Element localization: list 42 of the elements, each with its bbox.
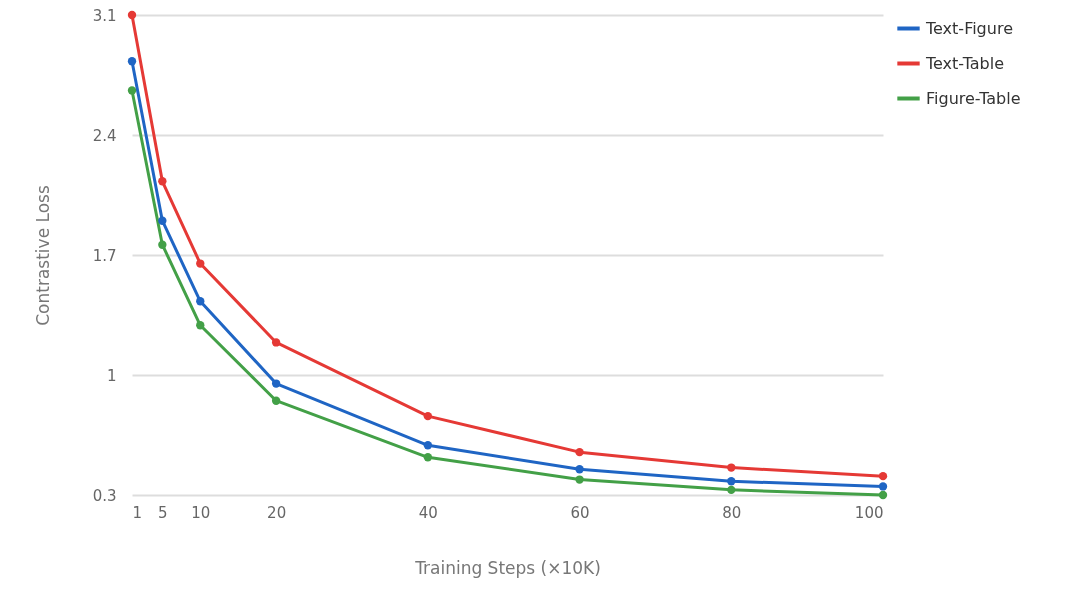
point (127, 57, 137, 66)
y-tick-label: 3.1 (92, 6, 117, 25)
point (423, 411, 433, 421)
y-tick-label: 2.4 (92, 126, 117, 145)
point (878, 490, 888, 500)
x-tick-label: 5 (158, 503, 168, 522)
legend-label: Text-Table (925, 53, 1005, 73)
point (196, 259, 205, 268)
x-tick-label: 100 (854, 503, 884, 522)
point (127, 10, 137, 20)
point (423, 453, 433, 462)
point (196, 297, 205, 306)
point (878, 482, 888, 491)
point (158, 216, 167, 225)
point (158, 240, 167, 249)
point (271, 379, 281, 388)
point (158, 177, 167, 186)
x-axis-title: Training Steps (×10K) (414, 557, 601, 578)
point (575, 475, 584, 484)
x-tick-label: 10 (191, 503, 211, 522)
point (423, 441, 433, 450)
legend-label: Figure-Table (926, 88, 1021, 108)
point (727, 477, 736, 486)
point (271, 338, 281, 347)
y-tick-label: 1.7 (92, 246, 117, 265)
x-tick-label: 1 (132, 503, 143, 522)
x-tick-label: 80 (722, 503, 742, 522)
y-tick-label: 1 (106, 366, 117, 385)
point (727, 463, 736, 472)
y-axis-title: Contrastive Loss (32, 185, 53, 326)
point (878, 471, 888, 481)
point (196, 321, 205, 330)
point (727, 485, 736, 495)
point (575, 447, 584, 457)
x-tick-label: 60 (570, 503, 590, 522)
point (127, 86, 137, 95)
point (271, 396, 281, 405)
x-tick-label: 20 (267, 503, 287, 522)
legend-label: Text-Figure (925, 18, 1013, 38)
x-tick-label: 40 (418, 503, 438, 522)
point (575, 465, 584, 474)
y-tick-label: 0.3 (92, 486, 117, 505)
